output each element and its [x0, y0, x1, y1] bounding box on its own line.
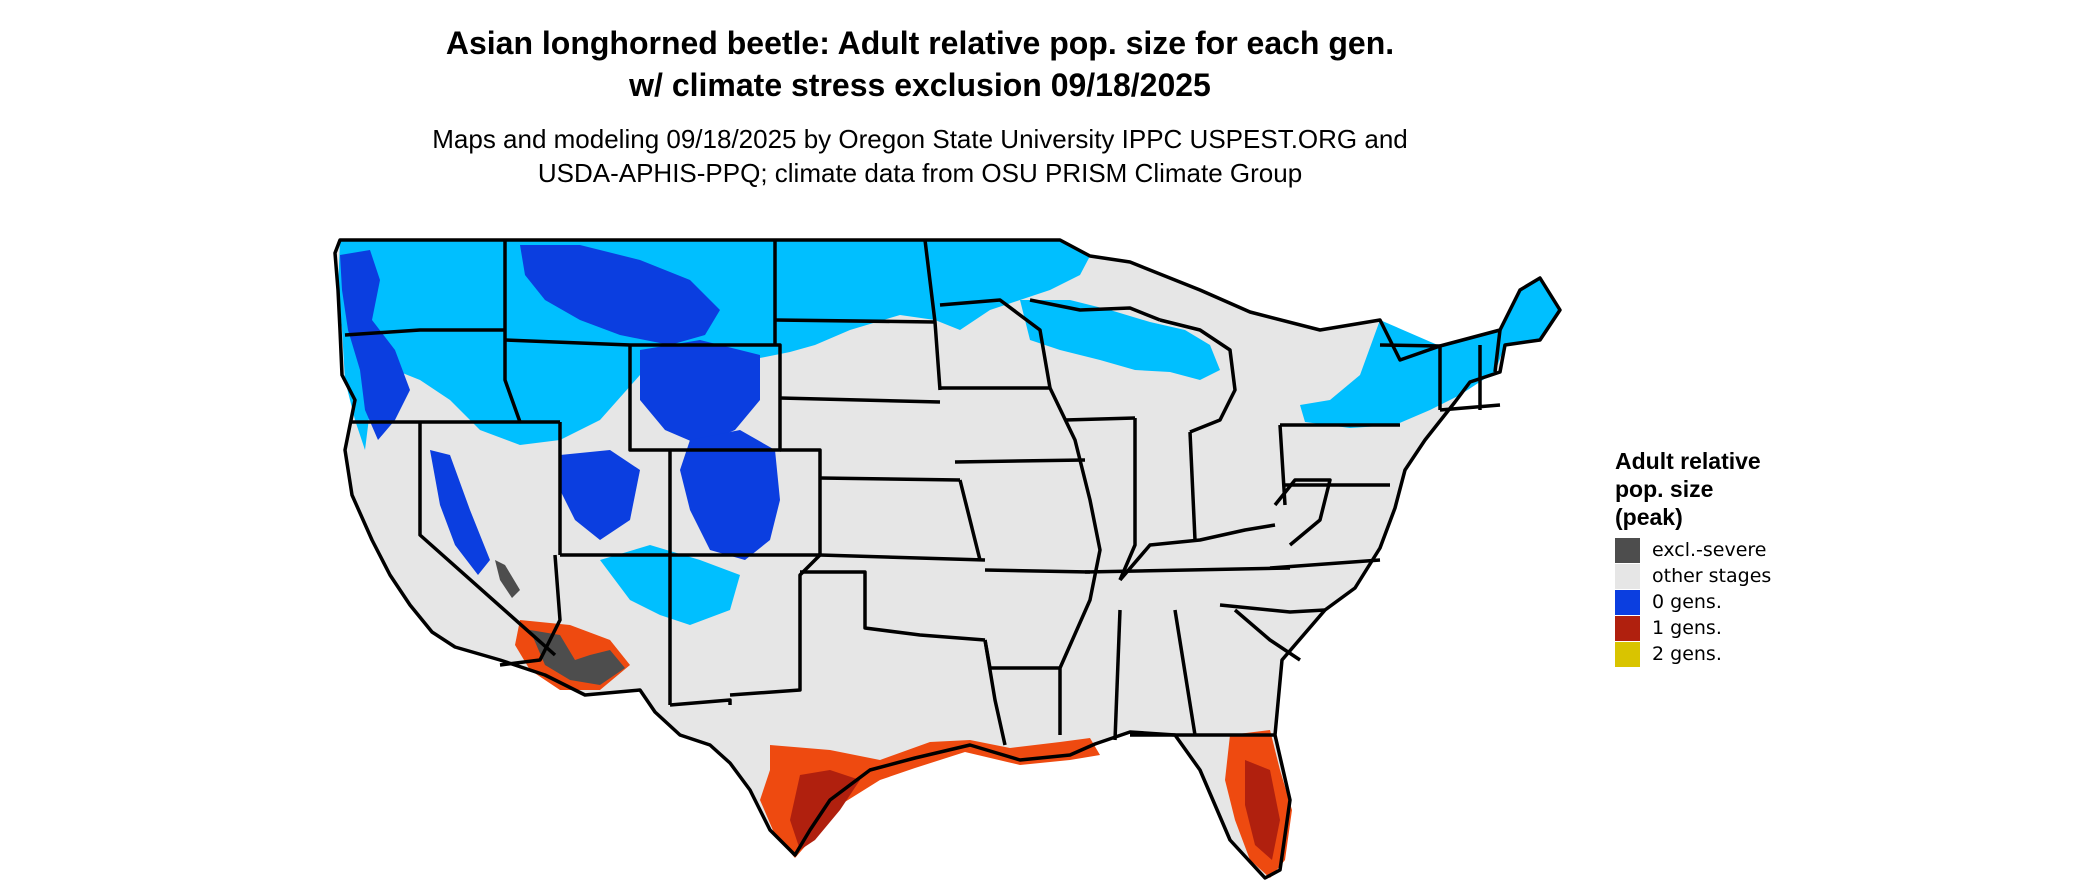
blue-zone-rockies-central [640, 340, 760, 445]
cyan-zone-great-lakes [1020, 300, 1220, 380]
legend-label-1-gens: 1 gens. [1652, 617, 1722, 639]
blue-zone-rockies-north [520, 245, 720, 345]
border-il-in [1118, 418, 1137, 581]
border-ky-tn [1084, 566, 1291, 574]
blue-zone-cascades [340, 250, 410, 440]
border-ny-vt [1379, 343, 1442, 410]
map-subtitle: Maps and modeling 09/18/2025 by Oregon S… [0, 122, 1840, 190]
legend-item-excluded: excl.-severe [1615, 537, 1875, 563]
border-mn-wi [939, 298, 1052, 389]
blue-zone-sierra [430, 450, 490, 575]
border-in-oh [1188, 431, 1197, 541]
legend-item-2-gens: 2 gens. [1615, 641, 1875, 667]
excluded-zone-desert [530, 630, 625, 685]
subtitle-line-1: Maps and modeling 09/18/2025 by Oregon S… [432, 124, 1408, 154]
border-ca-nv [418, 422, 557, 657]
border-wi-il [1064, 416, 1136, 422]
legend-item-0-gens: 0 gens. [1615, 589, 1875, 615]
border-ks-mo [958, 479, 982, 561]
border-id-west [503, 240, 522, 423]
border-va-nc [1269, 558, 1381, 570]
border-ia-mo [954, 458, 1086, 464]
border-ms-al [1113, 609, 1122, 741]
title-line-1: Asian longhorned beetle: Adult relative … [445, 25, 1395, 61]
blue-zone-utah [560, 450, 640, 540]
border-az-ca [499, 554, 562, 667]
legend-swatch-1-gens [1615, 615, 1640, 641]
legend-title-line-1: Adult relative [1615, 448, 1761, 474]
border-ne-states [1439, 329, 1502, 412]
subtitle-line-2: USDA-APHIS-PPQ; climate data from OSU PR… [537, 158, 1303, 188]
border-dakotas-east [923, 239, 942, 391]
border-wv [1273, 478, 1332, 547]
border-co-south [670, 448, 822, 557]
border-sd-ne [779, 396, 941, 404]
border-al-ga [1173, 609, 1197, 736]
legend-swatch-excluded [1615, 537, 1640, 563]
border-nc-sc [1219, 603, 1326, 614]
title-line-2: w/ climate stress exclusion 09/18/2025 [629, 67, 1211, 103]
border-mi [1159, 318, 1237, 434]
border-ne-ks [819, 476, 961, 482]
legend-title-line-2: pop. size [1615, 476, 1714, 502]
legend-label-other-stages: other stages [1652, 565, 1772, 587]
border-mississippi [1048, 387, 1102, 735]
legend-label-0-gens: 0 gens. [1652, 591, 1722, 613]
legend-swatch-2-gens [1615, 641, 1640, 667]
legend: Adult relative pop. size (peak) excl.-se… [1615, 447, 1875, 667]
cyan-zone-northeast [1300, 278, 1560, 428]
border-tx-la [983, 639, 1007, 746]
legend-title-line-3: (peak) [1615, 504, 1683, 530]
excluded-zone-nevada [495, 560, 520, 598]
border-mo-ar [984, 568, 1091, 574]
legend-item-1-gens: 1 gens. [1615, 615, 1875, 641]
border-ga-sc [1233, 608, 1301, 662]
border-ks-ok [819, 553, 986, 562]
legend-swatch-0-gens [1615, 589, 1640, 615]
border-wa-or [344, 328, 505, 337]
state-borders [333, 238, 1562, 880]
border-mi-up [1029, 298, 1161, 322]
red-zone-florida [1245, 760, 1280, 860]
border-ok-tx [800, 570, 986, 642]
border-ky-north [1118, 523, 1276, 582]
border-nd-sd [774, 318, 936, 324]
legend-item-other-stages: other stages [1615, 563, 1875, 589]
map-title: Asian longhorned beetle: Adult relative … [0, 22, 1840, 106]
border-mt-south [504, 338, 631, 347]
blue-zone-colorado [680, 430, 780, 560]
legend-swatch-other-stages [1615, 563, 1640, 589]
orange-zone-texas-gulf [760, 738, 1100, 858]
legend-label-excluded: excl.-severe [1652, 539, 1767, 561]
border-nm-tx [669, 553, 822, 707]
legend-label-2-gens: 2 gens. [1652, 643, 1722, 665]
legend-title: Adult relative pop. size (peak) [1615, 447, 1875, 531]
